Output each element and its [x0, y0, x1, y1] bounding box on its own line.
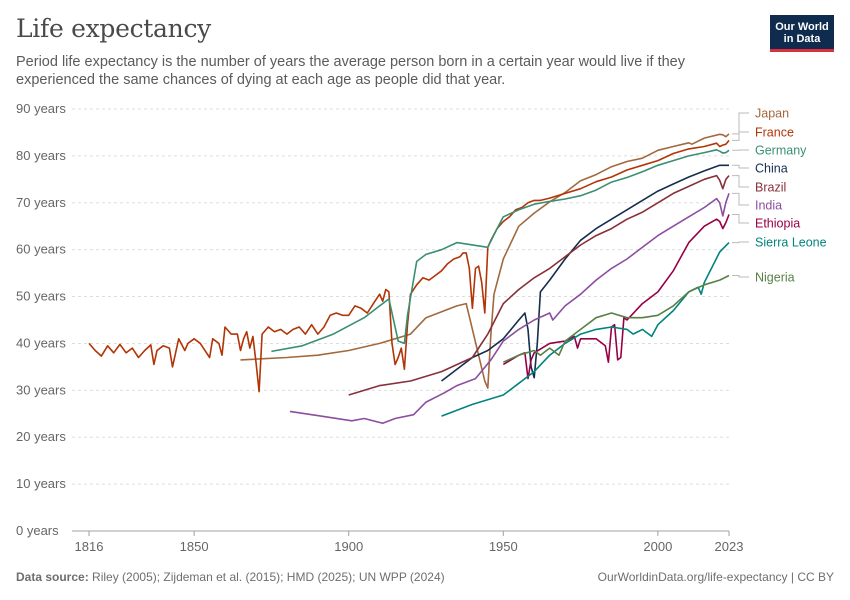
legend-connector-brazil: [732, 175, 749, 188]
y-tick-label: 10 years: [16, 476, 66, 491]
legend-connector-india: [732, 192, 749, 206]
series-line-japan: [240, 133, 730, 389]
legend-label-germany: Germany: [755, 144, 807, 158]
y-tick-label: 20 years: [16, 429, 66, 444]
legend-label-india: India: [755, 199, 782, 213]
legend-label-nigeria: Nigeria: [755, 271, 795, 285]
license-text: CC BY: [797, 570, 834, 584]
x-tick-label: 2000: [643, 539, 672, 554]
series-line-germany: [271, 149, 730, 353]
source-url-link[interactable]: OurWorldinData.org/life-expectancy: [597, 570, 788, 584]
legend-label-china: China: [755, 162, 788, 176]
series-line-india: [289, 193, 730, 424]
legend-label-france: France: [755, 126, 794, 140]
y-tick-label: 40 years: [16, 335, 66, 350]
series-line-nigeria: [502, 274, 730, 363]
series-line-france: [88, 139, 730, 393]
legend-label-japan: Japan: [755, 107, 789, 121]
x-tick-label: 1816: [75, 539, 104, 554]
data-source-label: Data source:: [16, 570, 89, 584]
chart-title: Life expectancy: [16, 14, 211, 43]
chart-subtitle: Period life expectancy is the number of …: [16, 54, 685, 88]
series-line-ethiopia: [502, 214, 730, 380]
series-line-china: [441, 164, 729, 382]
legend-label-ethiopia: Ethiopia: [755, 217, 800, 231]
owid-logo[interactable]: Our World in Data: [770, 15, 834, 52]
legend-label-sierra-leone: Sierra Leone: [755, 236, 827, 250]
data-source: Data source: Riley (2005); Zijdeman et a…: [16, 570, 445, 584]
legend-connector-japan: [732, 112, 749, 135]
series-line-brazil: [348, 174, 730, 396]
y-tick-label: 60 years: [16, 242, 66, 257]
y-tick-label: 80 years: [16, 148, 66, 163]
logo-line-1: Our World: [775, 21, 829, 33]
data-source-text: Riley (2005); Zijdeman et al. (2015); HM…: [92, 570, 445, 584]
y-tick-label: 30 years: [16, 382, 66, 397]
footer-attribution: OurWorldinData.org/life-expectancy | CC …: [598, 570, 834, 584]
legend-connector-france: [732, 131, 749, 141]
footer-separator: |: [790, 570, 794, 584]
legend-connector-sierra-leone: [732, 241, 749, 244]
y-tick-label: 90 years: [16, 101, 66, 116]
y-tick-label: 70 years: [16, 195, 66, 210]
logo-line-2: in Data: [783, 33, 821, 45]
x-tick-label: 2023: [715, 539, 744, 554]
legend-connector-china: [732, 164, 749, 169]
legend-connector-ethiopia: [732, 214, 749, 224]
series-line-sierra-leone: [441, 242, 730, 417]
x-tick-label: 1950: [489, 539, 518, 554]
legend-label-brazil: Brazil: [755, 181, 786, 195]
y-tick-label: 50 years: [16, 289, 66, 304]
x-tick-label: 1850: [180, 539, 209, 554]
legend-connector-nigeria: [732, 275, 749, 278]
x-tick-label: 1900: [334, 539, 363, 554]
y-tick-label: 0 years: [16, 523, 59, 538]
